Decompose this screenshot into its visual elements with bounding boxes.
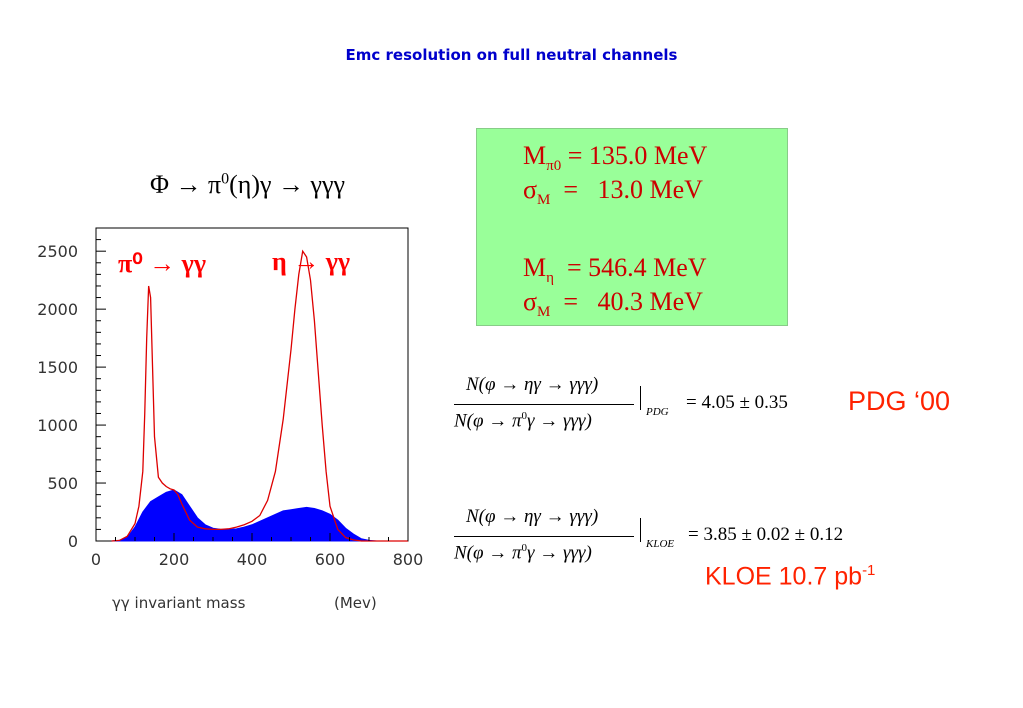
pdg-den-a: N(φ → π [454,410,522,432]
invariant-mass-chart: 0 200 400 600 800 0 500 1000 1500 2000 2500 π⁰ → γ… [37,227,424,612]
pdg-den-sup: 0 [521,410,528,422]
kloe-numerator: N(φ → ηγ → γγγ) [466,506,599,527]
kloe-den-sup: 0 [521,542,528,554]
x-tick-label: 400 [237,550,268,569]
pdg-denominator: N(φ → π0γ → γγγ) [454,410,592,432]
pi0-sigma-value: = 13.0 MeV [550,175,703,204]
eta-mass-subscript: η [546,270,554,287]
eta-sigma-symbol: σ [523,287,538,316]
eta-mass-line: Mη = 546.4 MeV [523,253,707,287]
y-tick-label: 500 [47,474,78,493]
y-tick-label: 1000 [37,416,78,435]
fit-results-box: Mπ0 = 135.0 MeV σM = 13.0 MeV Mη = 546.4… [476,128,788,326]
pi0-annotation: π⁰ → γγ [118,249,206,278]
eta-annotation: η → γγ [272,247,350,276]
pdg-evaluation-bar [640,386,641,410]
pdg-ratio-value: = 4.05 ± 0.35 [686,392,788,413]
red-outline-histogram [111,249,408,542]
page-title: Emc resolution on full neutral channels [345,46,678,64]
x-tick-label: 600 [315,550,346,569]
axis-layer: 0 200 400 600 800 0 500 1000 1500 2000 2500 [37,227,424,569]
x-axis-label: γγ invariant mass [112,594,246,612]
reaction-part-1: Φ → π [150,170,222,199]
eta-mass-value: = 546.4 MeV [553,253,707,282]
kloe-den-a: N(φ → π [454,542,522,564]
kloe-den-b: γ → γγγ) [527,542,592,564]
blue-series-layer [111,489,408,542]
pi0-mass-subscript: π0 [546,158,562,175]
eta-sigma-value: = 40.3 MeV [550,287,703,316]
kloe-evaluation-bar [640,518,641,542]
y-tick-label: 1500 [37,358,78,377]
pi0-mass-value: = 135.0 MeV [561,141,708,170]
reaction-superscript: 0 [221,170,230,188]
red-series-layer [111,249,408,542]
blue-filled-histogram [111,489,408,542]
pdg-numerator: N(φ → ηγ → γγγ) [466,374,599,395]
pdg-ratio-formula: N(φ → ηγ → γγγ) N(φ → π0γ → γγγ) PDG = 4… [454,374,834,444]
x-tick-label: 200 [159,550,190,569]
y-tick-label: 2500 [37,242,78,261]
pdg-label: PDG ‘00 [848,386,951,416]
y-tick-label: 0 [68,532,78,551]
pi0-sigma-symbol: σ [523,175,538,204]
pdg-fraction-bar [454,404,634,405]
eta-mass-symbol: M [523,253,547,282]
kloe-subscript: KLOE [646,538,675,550]
kloe-label-text: KLOE 10.7 pb [705,562,863,591]
pi0-sigma-line: σM = 13.0 MeV [523,175,703,209]
reaction-formula: Φ → π0(η)γ → γγγ [150,170,345,200]
kloe-label: KLOE 10.7 pb-1 [705,562,875,591]
x-tick-label: 0 [91,550,101,569]
kloe-ratio-value: = 3.85 ± 0.02 ± 0.12 [688,524,844,545]
x-tick-label: 800 [393,550,424,569]
kloe-ratio-formula: N(φ → ηγ → γγγ) N(φ → π0γ → γγγ) KLOE = … [454,506,914,576]
y-tick-label: 2000 [37,300,78,319]
x-axis-unit: (Mev) [334,594,377,612]
reaction-part-2: (η)γ → γγγ [229,170,346,199]
pi0-mass-symbol: M [523,141,547,170]
pdg-den-b: γ → γγγ) [527,410,592,432]
kloe-fraction-bar [454,536,634,537]
pdg-subscript: PDG [646,406,669,418]
pi0-mass-line: Mπ0 = 135.0 MeV [523,141,707,175]
kloe-label-sup: -1 [862,562,876,579]
kloe-denominator: N(φ → π0γ → γγγ) [454,542,592,564]
eta-sigma-line: σM = 40.3 MeV [523,287,703,321]
pi0-sigma-subscript: M [537,192,551,209]
eta-sigma-subscript: M [537,304,551,321]
